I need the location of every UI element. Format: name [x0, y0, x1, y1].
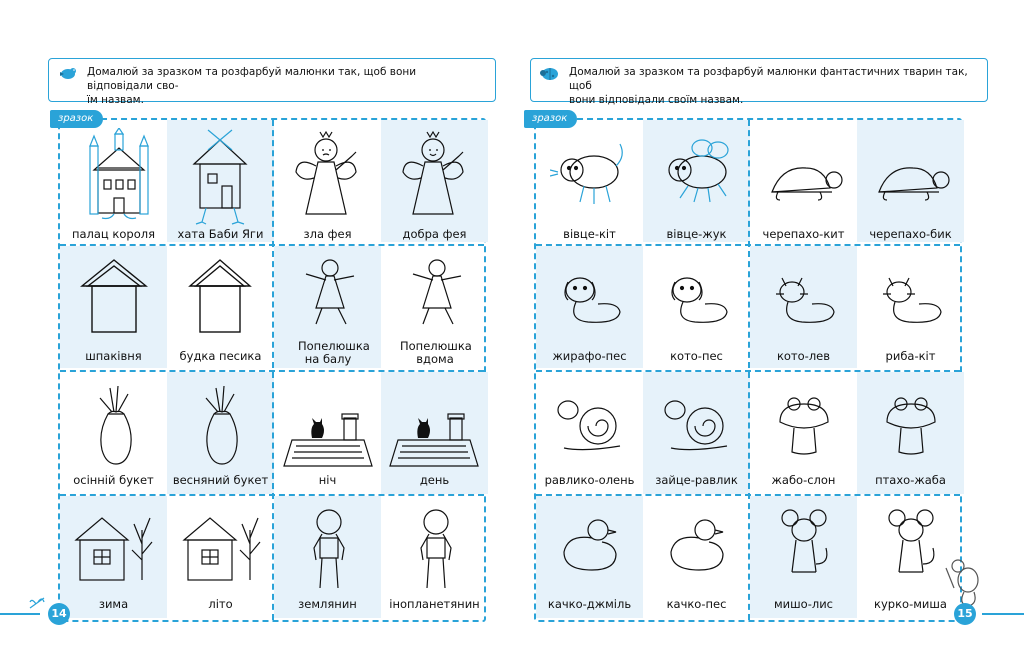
cinderella-home-drawing [412, 259, 462, 325]
caption-l-4-4: інопланетянин [389, 597, 480, 611]
caption-l-2-4: Попелюшка вдома [400, 339, 472, 366]
cat-lion-drawing [776, 277, 835, 323]
caption-r-1-1: вівце-кіт [563, 227, 616, 241]
earthling-drawing [313, 509, 345, 589]
caption-l-4-1: зима [98, 597, 129, 611]
right-sample-tag: зразок [524, 110, 578, 128]
caption-l-1-2: хата Баби Яги [177, 227, 264, 241]
caption-r-1-3: черепахо-кит [762, 227, 845, 241]
caption-l-1-3: зла фея [303, 227, 352, 241]
palace-drawing [89, 128, 149, 220]
caption-r-3-1: равлико-олень [544, 473, 635, 487]
cinderella-ball-drawing [305, 259, 355, 325]
hare-snail-drawing [664, 400, 728, 451]
alien-drawing [420, 509, 452, 589]
caption-r-2-1: жирафо-пес [552, 349, 627, 363]
caption-r-4-1: качко-джміль [547, 597, 632, 611]
right-instruction-text-2: вони відповідали своїм назвам. [569, 94, 744, 106]
caption-l-1-4: добра фея [402, 227, 467, 241]
cat-dog-drawing [671, 277, 728, 323]
giraffe-dog-drawing [564, 277, 621, 323]
right-page-line [982, 613, 1024, 615]
left-page-line [0, 613, 40, 615]
caption-r-3-2: зайце-равлик [655, 473, 738, 487]
hen-mouse-drawing [888, 509, 935, 573]
left-instruction-text-2: їм назвам. [87, 94, 144, 106]
left-sample-tag: зразок [50, 110, 104, 128]
caption-r-2-3: кото-лев [776, 349, 831, 363]
caption-l-3-1: осінній букет [73, 473, 154, 487]
caption-l-4-3: землянин [298, 597, 357, 611]
caption-r-2-4: риба-кіт [885, 349, 936, 363]
caption-r-4-4: курко-миша [874, 597, 947, 611]
caption-r-2-2: кото-пес [670, 349, 723, 363]
caption-l-2-2: будка песика [179, 349, 262, 363]
caption-l-2-3: Попелюшка на балу [298, 339, 370, 366]
good-fairy-drawing [402, 130, 464, 215]
sheep-beetle-drawing [668, 139, 729, 203]
doghouse-drawing [188, 259, 252, 333]
right-exercise-grid: вівце-кіт вівце-жук черепахо-кит черепах… [534, 118, 964, 622]
bird-frog-drawing [886, 397, 936, 455]
sheep-cat-drawing [550, 143, 623, 204]
turtle-bull-drawing [878, 167, 950, 201]
caption-r-1-2: вівце-жук [666, 227, 727, 241]
left-exercise-grid: палац короля хата Баби Яги зла фея добра… [58, 118, 488, 622]
evil-fairy-drawing [295, 130, 357, 215]
duck-bumblebee-drawing [563, 519, 617, 571]
summer-house-drawing [182, 517, 261, 581]
right-page-number: 15 [954, 603, 976, 625]
snail-deer-drawing [557, 400, 621, 451]
left-instruction-box: Домалюй за зразком та розфарбуй малюнки … [48, 58, 496, 106]
dragonfly-icon [29, 597, 45, 609]
hut-drawing [192, 129, 248, 225]
frog-elephant-drawing [779, 397, 829, 455]
winter-house-drawing [74, 517, 153, 581]
caption-r-4-2: качко-пес [666, 597, 727, 611]
mouse-fox-drawing [781, 509, 828, 573]
ladybug-icon [540, 68, 558, 80]
caption-l-3-4: день [419, 473, 450, 487]
right-instruction-text: Домалюй за зразком та розфарбуй малюнки … [569, 66, 968, 92]
caption-l-3-2: весняний букет [172, 473, 269, 487]
left-page: Домалюй за зразком та розфарбуй малюнки … [0, 58, 496, 625]
caption-l-4-2: літо [208, 597, 233, 611]
caption-l-3-3: ніч [318, 473, 337, 487]
caption-r-1-4: черепахо-бик [869, 227, 952, 241]
left-page-number: 14 [48, 603, 70, 625]
duck-dog-drawing [670, 519, 724, 571]
caption-l-1-1: палац короля [71, 227, 156, 241]
autumn-vase-drawing [99, 385, 132, 465]
left-instruction-text: Домалюй за зразком та розфарбуй малюнки … [87, 66, 417, 92]
turtle-whale-drawing [771, 167, 843, 201]
fish-cat-drawing [883, 277, 942, 323]
birdhouse-drawing [80, 259, 148, 333]
night-scene-drawing [283, 413, 373, 467]
right-instruction-box: Домалюй за зразком та розфарбуй малюнки … [530, 58, 988, 106]
right-page: Домалюй за зразком та розфарбуй малюнки … [512, 0, 1024, 672]
caption-r-3-4: птахо-жаба [875, 473, 946, 487]
caption-r-3-3: жабо-слон [771, 473, 836, 487]
caption-l-2-1: шпаківня [85, 349, 142, 363]
bird-icon [60, 68, 76, 79]
day-scene-drawing [389, 413, 479, 467]
caption-r-4-3: мишо-лис [773, 597, 833, 611]
spring-vase-drawing [205, 385, 238, 465]
